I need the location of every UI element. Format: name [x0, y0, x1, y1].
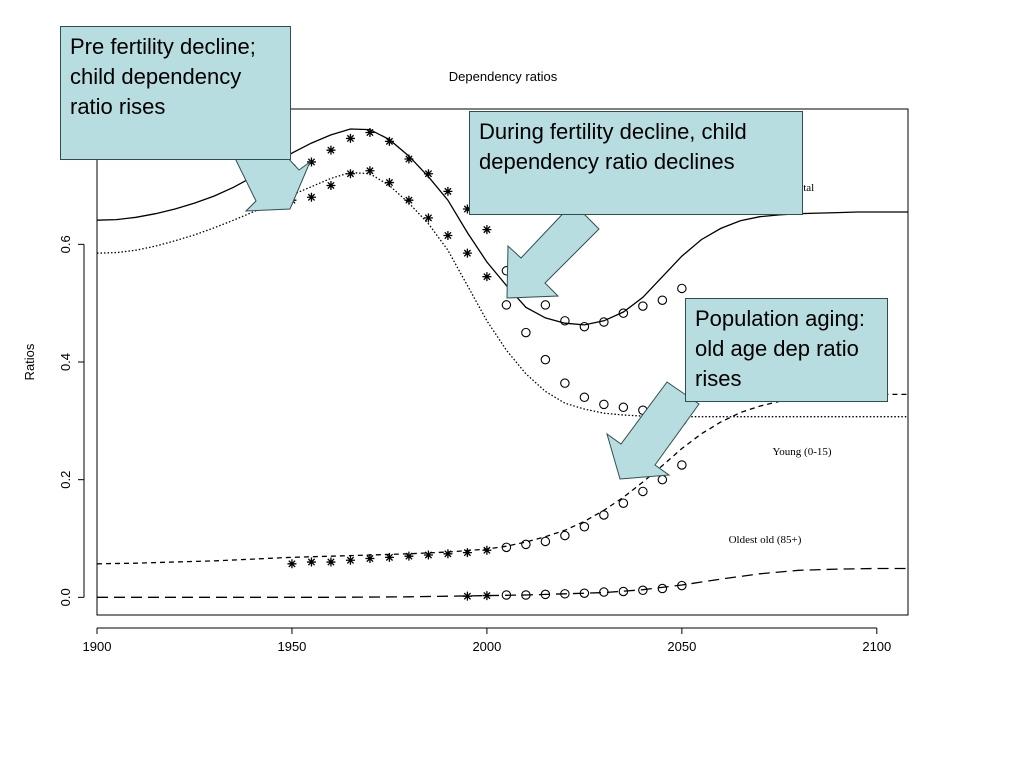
data-point-circle	[657, 474, 668, 485]
chart-title: Dependency ratios	[449, 69, 558, 84]
series-label: Oldest old (85+)	[729, 534, 802, 546]
data-point-asterisk	[384, 552, 394, 562]
data-point-circle	[599, 587, 609, 597]
data-point-asterisk	[306, 192, 316, 202]
data-point-asterisk	[306, 157, 316, 167]
data-point-circle	[521, 327, 531, 338]
data-point-circle	[657, 583, 668, 594]
y-axis-label: Ratios	[22, 343, 37, 380]
data-point-asterisk	[423, 213, 433, 223]
data-point-circle	[521, 286, 531, 297]
data-point-circle	[677, 416, 687, 426]
data-point-circle	[599, 510, 609, 520]
data-point-circle	[677, 580, 687, 591]
data-point-circle	[638, 405, 648, 415]
data-point-asterisk	[326, 180, 336, 190]
data-point-circle	[521, 590, 531, 600]
data-point-asterisk	[482, 272, 492, 282]
data-point-asterisk	[345, 555, 355, 565]
x-tick-label: 1900	[83, 639, 112, 654]
data-point-asterisk	[287, 163, 297, 173]
data-point-asterisk	[443, 186, 453, 196]
data-point-asterisk	[462, 591, 472, 601]
data-point-circle	[579, 521, 590, 532]
callout-population-aging: Population aging: old age dep ratio rise…	[685, 298, 888, 402]
axes: 1900 1950 2000 2050 2100 0.0 0.2 0.4 0.6	[58, 235, 891, 654]
data-point-asterisk	[326, 145, 336, 155]
callout-pre-fertility-decline: Pre fertility decline; child dependency …	[60, 26, 291, 160]
data-point-circle	[540, 354, 551, 365]
y-tick-label: 0.6	[58, 235, 73, 253]
data-point-asterisk	[482, 591, 492, 601]
data-point-asterisk	[423, 169, 433, 179]
data-point-circle	[579, 392, 590, 403]
x-tick-label: 1950	[277, 639, 306, 654]
data-point-asterisk	[404, 551, 414, 561]
data-point-circle	[657, 295, 668, 305]
data-point-circle	[638, 301, 648, 311]
y-tick-label: 0.2	[58, 471, 73, 489]
data-point-circle	[540, 536, 551, 547]
data-point-circle	[560, 378, 570, 388]
data-point-circle	[599, 399, 609, 410]
x-tick-label: 2100	[862, 639, 891, 654]
data-point-circle	[579, 588, 590, 598]
data-point-asterisk	[287, 195, 297, 205]
data-point-asterisk	[462, 248, 472, 258]
data-point-circle	[560, 316, 570, 326]
data-point-circle	[501, 542, 512, 553]
data-point-asterisk	[462, 548, 472, 558]
data-point-circle	[618, 498, 629, 508]
data-point-circle	[599, 317, 609, 327]
data-point-asterisk	[306, 557, 316, 567]
data-point-circle	[560, 530, 570, 541]
data-point-asterisk	[345, 169, 355, 179]
data-point-asterisk	[384, 136, 394, 146]
data-point-circle	[501, 266, 512, 276]
data-point-circle	[657, 410, 668, 420]
data-point-circle	[618, 402, 629, 413]
data-point-circle	[618, 308, 629, 318]
data-point-asterisk	[404, 195, 414, 205]
data-point-asterisk	[404, 154, 414, 164]
data-point-circle	[677, 460, 687, 470]
data-point-circle	[521, 539, 531, 550]
data-point-asterisk	[365, 128, 375, 138]
data-point-circle	[618, 586, 629, 597]
data-point-circle	[501, 300, 512, 310]
data-point-asterisk	[462, 204, 472, 214]
data-point-circle	[638, 585, 648, 596]
data-point-asterisk	[443, 231, 453, 240]
x-tick-label: 2050	[667, 639, 696, 654]
data-point-circle	[560, 589, 570, 599]
data-point-circle	[540, 589, 551, 600]
y-tick-label: 0.4	[58, 353, 73, 371]
series-label: Young (0-15)	[772, 446, 831, 458]
data-point-asterisk	[482, 545, 492, 555]
x-tick-label: 2000	[472, 639, 501, 654]
data-point-circle	[638, 486, 648, 497]
y-tick-label: 0.0	[58, 588, 73, 606]
data-point-asterisk	[423, 550, 433, 560]
callout-fertility-decline: During fertility decline, child dependen…	[469, 111, 803, 215]
series-line-young-0-15	[96, 171, 908, 418]
data-point-asterisk	[345, 133, 355, 143]
data-point-asterisk	[365, 166, 375, 176]
data-point-asterisk	[443, 549, 453, 559]
data-point-circle	[677, 283, 687, 294]
data-point-circle	[501, 590, 512, 600]
data-point-asterisk	[384, 178, 394, 188]
data-point-asterisk	[287, 559, 297, 569]
data-point-circle	[540, 300, 551, 310]
data-point-asterisk	[482, 225, 492, 235]
plot-frame	[96, 108, 909, 616]
data-point-circle	[579, 321, 590, 332]
data-point-asterisk	[326, 557, 336, 567]
data-point-asterisk	[365, 554, 375, 564]
